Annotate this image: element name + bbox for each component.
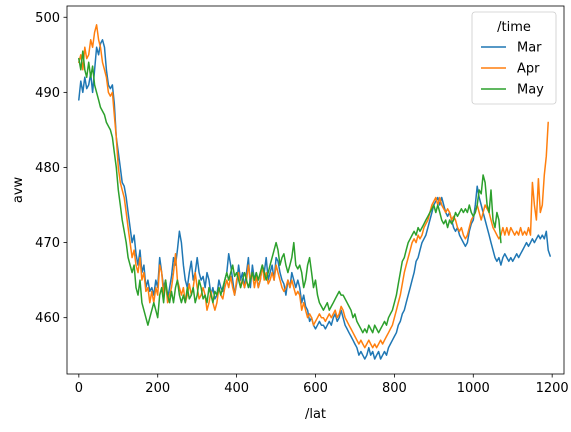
y-tick-label: 490 xyxy=(35,86,60,101)
y-tick-label: 480 xyxy=(35,161,60,176)
x-axis-label: /lat xyxy=(305,407,326,422)
x-tick-label: 1000 xyxy=(457,381,490,396)
y-tick-label: 470 xyxy=(35,236,60,251)
x-tick-label: 1200 xyxy=(536,381,569,396)
series-line-apr xyxy=(78,24,549,349)
x-tick-label: 400 xyxy=(224,381,249,396)
series-layer xyxy=(78,24,551,360)
y-tick-label: 460 xyxy=(35,311,60,326)
x-axis: 0 200 400 600 800 1000 1200 xyxy=(75,374,569,396)
x-tick-label: 800 xyxy=(382,381,407,396)
legend-label-mar: Mar xyxy=(517,41,542,56)
y-axis-label: avw xyxy=(11,176,26,203)
y-axis: 460 470 480 490 500 xyxy=(35,11,67,326)
legend-label-may: May xyxy=(517,83,544,98)
x-tick-label: 600 xyxy=(303,381,328,396)
legend-title: /time xyxy=(497,20,531,35)
legend-box xyxy=(471,11,557,105)
series-line-may xyxy=(78,50,502,334)
y-tick-label: 500 xyxy=(35,11,60,26)
legend: /time Mar Apr May xyxy=(471,11,557,105)
legend-label-apr: Apr xyxy=(517,62,540,77)
legend-items: Mar Apr May xyxy=(481,41,544,98)
x-tick-label: 200 xyxy=(145,381,170,396)
series-line-mar xyxy=(78,39,551,360)
x-tick-label: 0 xyxy=(75,381,83,396)
